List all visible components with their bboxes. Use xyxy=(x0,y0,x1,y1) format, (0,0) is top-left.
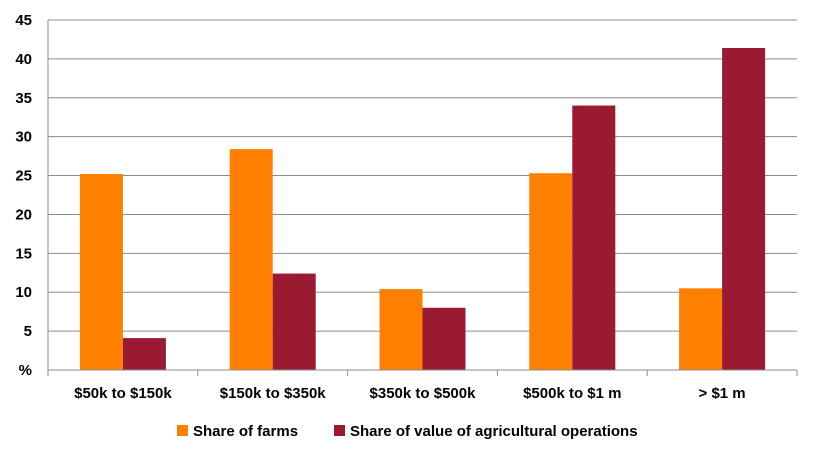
bar-share-of-value-4 xyxy=(722,48,766,370)
y-tick-label: 20 xyxy=(15,206,32,223)
y-tick-label: 35 xyxy=(15,90,32,107)
bar-share-of-farms-1 xyxy=(229,149,273,370)
y-tick-label: 25 xyxy=(15,168,32,185)
y-tick-label: % xyxy=(19,362,32,379)
x-category-label: $500k to $1 m xyxy=(523,385,621,402)
x-category-label: $350k to $500k xyxy=(370,385,477,402)
bars xyxy=(79,48,766,371)
x-category-label: $50k to $150k xyxy=(74,385,172,402)
y-tick-label: 10 xyxy=(15,284,32,301)
bar-share-of-value-1 xyxy=(272,273,316,370)
y-tick-label: 40 xyxy=(15,51,32,68)
bar-share-of-value-2 xyxy=(422,307,466,370)
x-axis-labels: $50k to $150k $150k to $350k $350k to $500… xyxy=(74,385,746,402)
y-axis-ticks: % 5 10 15 20 25 30 35 40 45 xyxy=(15,12,32,379)
legend: Share of farms Share of value of agricult… xyxy=(177,423,638,440)
bar-share-of-value-0 xyxy=(122,338,166,370)
bar-share-of-farms-3 xyxy=(529,173,573,370)
y-tick-label: 30 xyxy=(15,129,32,146)
x-category-label: > $1 m xyxy=(699,385,746,402)
y-tick-label: 5 xyxy=(24,323,32,340)
bar-share-of-farms-2 xyxy=(379,289,423,370)
x-category-label: $150k to $350k xyxy=(220,385,327,402)
bar-share-of-farms-0 xyxy=(79,174,123,370)
y-tick-label: 45 xyxy=(15,12,32,29)
y-tick-label: 15 xyxy=(15,245,32,262)
gridlines xyxy=(48,19,797,332)
legend-swatch-1 xyxy=(334,425,345,436)
x-axis xyxy=(47,20,798,376)
legend-label-0: Share of farms xyxy=(193,423,298,440)
legend-label-1: Share of value of agricultural operation… xyxy=(350,423,638,440)
legend-swatch-0 xyxy=(177,425,188,436)
bar-share-of-value-3 xyxy=(572,105,616,371)
bar-share-of-farms-4 xyxy=(679,288,723,370)
